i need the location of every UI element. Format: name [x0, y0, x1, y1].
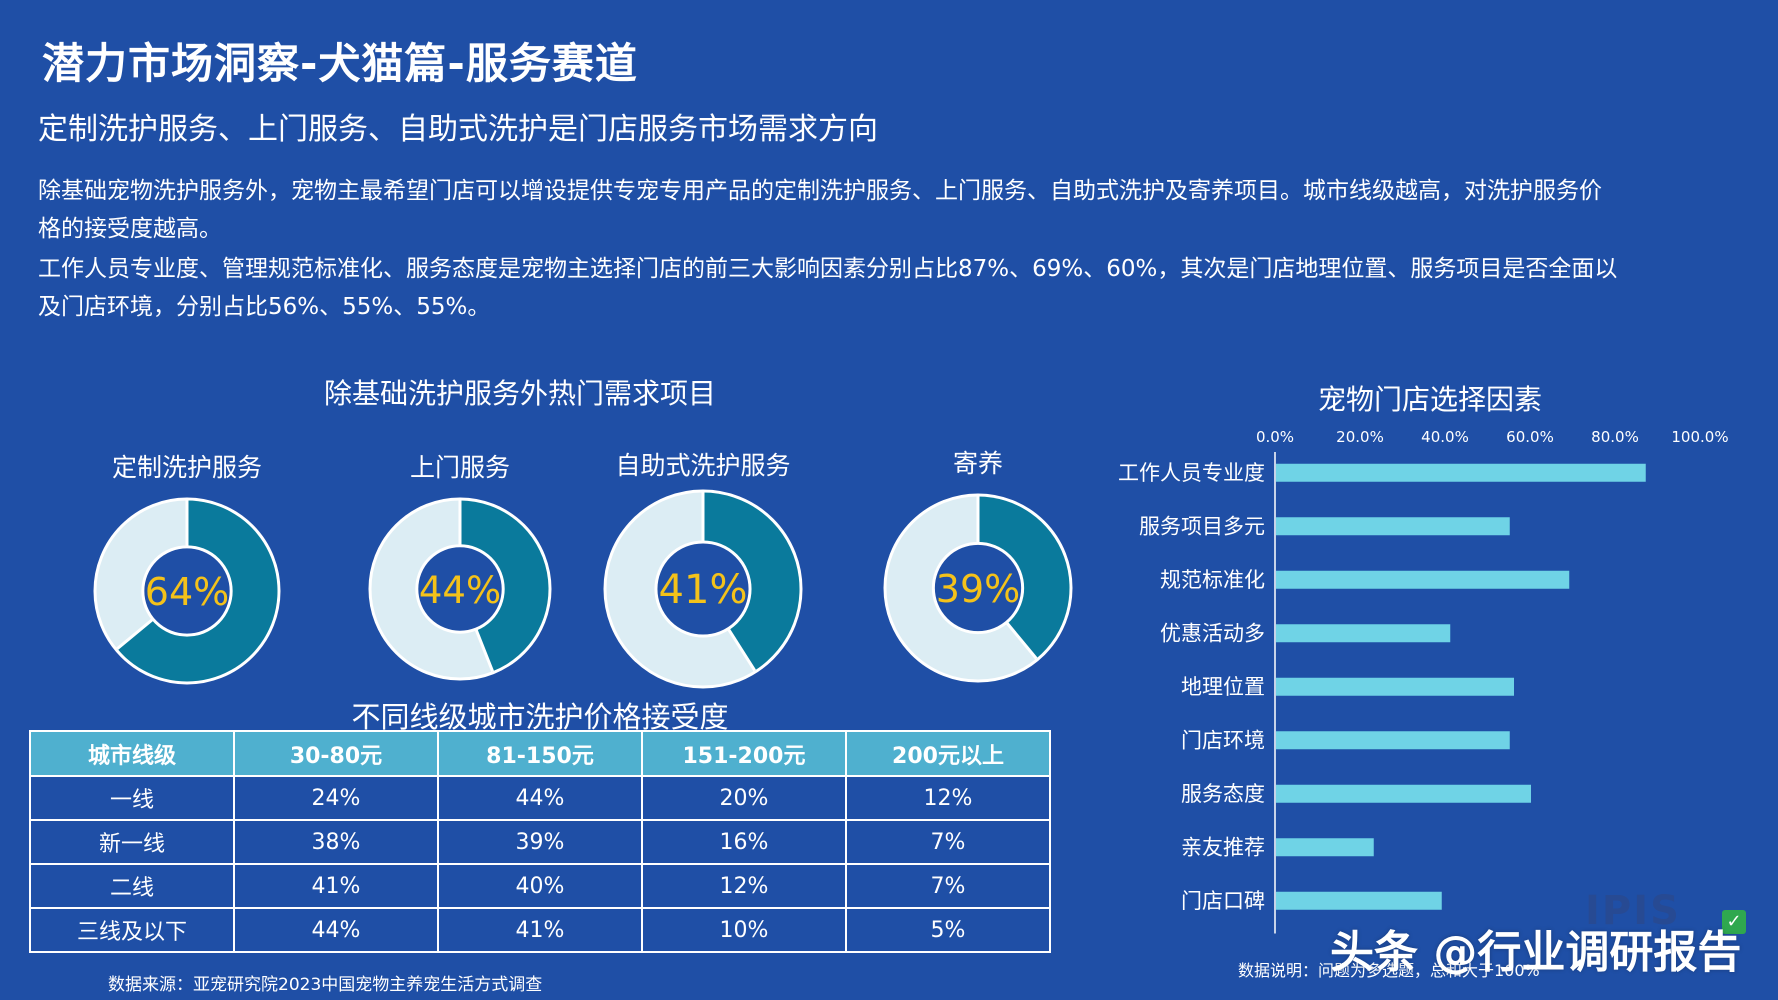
bar — [1276, 570, 1570, 589]
column-header: 81-150元 — [437, 730, 643, 777]
table-cell: 7% — [845, 863, 1051, 909]
check-icon: ✓ — [1722, 910, 1746, 934]
table-cell: 16% — [641, 819, 847, 865]
price-acceptance-table: 城市线级 30-80元 81-150元 151-200元 200元以上 一线 2… — [29, 730, 1051, 953]
bar-chart-note: 数据说明：问题为多选题，总和大于100% — [1238, 961, 1540, 980]
table-row: 一线 24% 44% 20% 12% — [29, 775, 1051, 821]
table-row: 二线 41% 40% 12% 7% — [29, 863, 1051, 909]
page-subtitle: 定制洗护服务、上门服务、自助式洗护是门店服务市场需求方向 — [38, 112, 878, 147]
bar — [1276, 784, 1531, 803]
x-tick-label: 100.0% — [1671, 428, 1728, 446]
donut-label: 寄养 — [952, 449, 1003, 478]
bar — [1276, 517, 1510, 536]
column-header: 城市线级 — [29, 730, 235, 777]
table-cell: 5% — [845, 907, 1051, 953]
column-header: 200元以上 — [845, 730, 1051, 777]
donut-value-arc — [978, 496, 1070, 659]
table-cell: 24% — [233, 775, 439, 821]
x-tick-label: 80.0% — [1591, 428, 1639, 446]
intro-paragraph-2: 工作人员专业度、管理规范标准化、服务态度是宠物主选择门店的前三大影响因素分别占比… — [38, 256, 1618, 320]
x-tick-label: 60.0% — [1506, 428, 1554, 446]
donut-ring: 44% — [368, 497, 552, 681]
x-tick-label: 20.0% — [1336, 428, 1384, 446]
donut-ring: 39% — [883, 493, 1073, 683]
category-label: 地理位置 — [1181, 675, 1265, 699]
x-tick-label: 40.0% — [1421, 428, 1469, 446]
bar — [1276, 463, 1646, 482]
category-label: 工作人员专业度 — [1118, 461, 1265, 485]
table-cell: 20% — [641, 775, 847, 821]
donut-center — [654, 540, 752, 638]
table-cell: 39% — [437, 819, 643, 865]
table-cell: 7% — [845, 819, 1051, 865]
donut-chart-home-service: 上门服务 44% — [360, 448, 560, 682]
table-row: 新一线 38% 39% 16% 7% — [29, 819, 1051, 865]
category-label: 服务项目多元 — [1139, 514, 1265, 538]
donut-value-label: 41% — [659, 567, 748, 613]
donut-center — [415, 544, 505, 634]
donut-value-label: 64% — [145, 570, 229, 614]
donut-ring: 64% — [93, 497, 281, 685]
column-header: 30-80元 — [233, 730, 439, 777]
donut-label: 定制洗护服务 — [111, 453, 262, 482]
bar — [1276, 838, 1374, 857]
bar-chart-title: 宠物门店选择因素 — [1317, 383, 1542, 416]
data-source-note: 数据来源：亚宠研究院2023中国宠物主养宠生活方式调查 — [108, 975, 543, 995]
bar — [1276, 731, 1510, 750]
table-row: 三线及以下 44% 41% 10% 5% — [29, 907, 1051, 953]
ipis-logo: IPIS — [1585, 888, 1681, 934]
bar — [1276, 624, 1451, 643]
table-cell: 41% — [233, 863, 439, 909]
category-label: 优惠活动多 — [1160, 621, 1265, 645]
table-cell: 44% — [233, 907, 439, 953]
bar — [1276, 677, 1514, 696]
category-label: 门店环境 — [1181, 728, 1265, 752]
donut-value-label: 44% — [419, 569, 501, 612]
table-title: 不同线级城市洗护价格接受度 — [351, 700, 729, 734]
column-header: 151-200元 — [641, 730, 847, 777]
table-cell: 12% — [845, 775, 1051, 821]
donut-ring: 41% — [603, 489, 803, 689]
intro-paragraph-1: 除基础宠物洗护服务外，宠物主最希望门店可以增设提供专宠专用产品的定制洗护服务、上… — [38, 178, 1602, 242]
table-cell: 12% — [641, 863, 847, 909]
table-header-row: 城市线级 30-80元 81-150元 151-200元 200元以上 — [29, 730, 1051, 777]
table-cell: 40% — [437, 863, 643, 909]
table-cell: 一线 — [29, 775, 235, 821]
category-label: 门店口碑 — [1181, 889, 1265, 913]
donut-chart-self-service: 自助式洗护服务 41% — [600, 446, 806, 690]
donut-chart-boarding: 寄养 39% — [878, 444, 1078, 684]
page-title: 潜力市场洞察-犬猫篇-服务赛道 — [42, 39, 638, 88]
table-cell: 新一线 — [29, 819, 235, 865]
table-cell: 44% — [437, 775, 643, 821]
donut-chart-custom-grooming: 定制洗护服务 64% — [87, 448, 287, 686]
table-cell: 三线及以下 — [29, 907, 235, 953]
watermark: 头条 @行业调研报告 — [1330, 927, 1742, 978]
table-cell: 38% — [233, 819, 439, 865]
store-selection-bar-chart: 0.0% 20.0% 40.0% 60.0% 80.0% 100.0% 工作人员专业度服务项… — [1118, 428, 1729, 934]
category-label: 服务态度 — [1181, 782, 1265, 806]
bar — [1276, 891, 1442, 910]
donut-center — [931, 541, 1025, 635]
table-cell: 10% — [641, 907, 847, 953]
donut-value-label: 39% — [936, 567, 1020, 611]
x-tick-label: 0.0% — [1256, 428, 1294, 446]
donut-label: 上门服务 — [409, 453, 510, 482]
category-label: 规范标准化 — [1160, 568, 1265, 592]
category-label: 亲友推荐 — [1181, 835, 1265, 859]
donut-center — [141, 545, 233, 637]
donut-label: 自助式洗护服务 — [615, 451, 791, 480]
table-cell: 二线 — [29, 863, 235, 909]
donut-section-title: 除基础洗护服务外热门需求项目 — [323, 377, 716, 410]
table-cell: 41% — [437, 907, 643, 953]
